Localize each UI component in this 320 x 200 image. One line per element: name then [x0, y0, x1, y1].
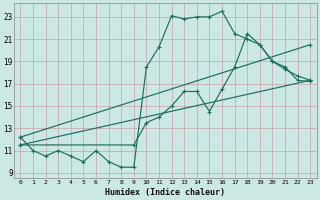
- X-axis label: Humidex (Indice chaleur): Humidex (Indice chaleur): [105, 188, 225, 197]
